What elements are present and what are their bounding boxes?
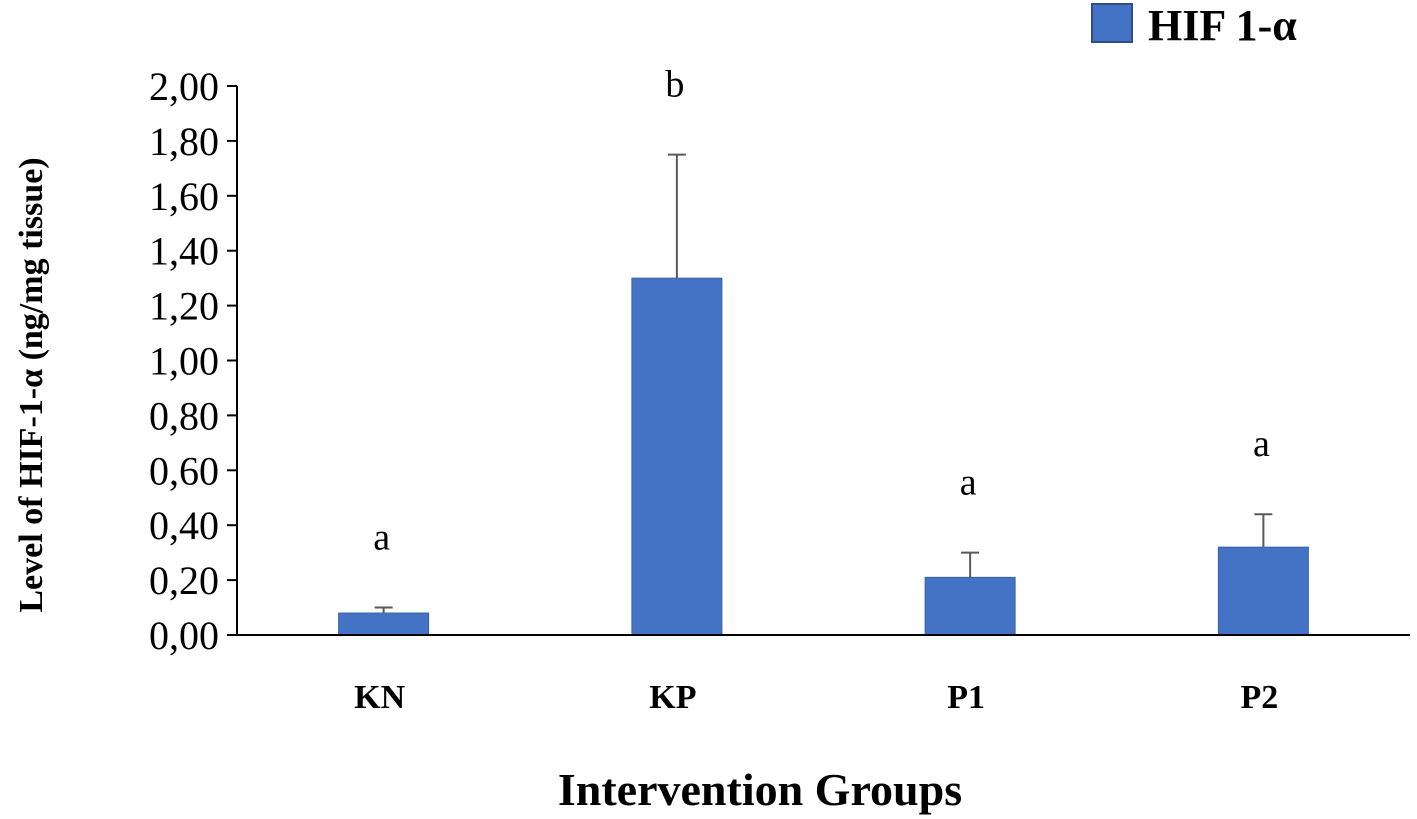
- significance-label-kp: b: [665, 64, 684, 106]
- significance-label-p1: a: [960, 462, 977, 504]
- bar-kn: [338, 612, 430, 636]
- significance-label-kn: a: [373, 517, 390, 559]
- legend: HIF 1-α: [1091, 1, 1297, 50]
- bar-p1: [924, 576, 1016, 636]
- x-tick-label-p1: P1: [947, 679, 985, 716]
- y-tick-label: 1,00: [149, 339, 219, 384]
- y-axis-title: Level of HIF-1-α (ng/mg tissue): [13, 157, 50, 612]
- y-tick-label: 1,40: [149, 229, 219, 274]
- significance-label-p2: a: [1253, 423, 1270, 465]
- y-tick-label: 0,00: [149, 613, 219, 658]
- y-axis-ticks: 0,00 0,20 0,40 0,60 0,80 1,00 1,20 1,40 1,60 1,80…: [149, 64, 237, 658]
- y-tick-label: 1,60: [149, 174, 219, 219]
- legend-swatch: [1091, 3, 1133, 43]
- y-tick-label: 1,20: [149, 284, 219, 329]
- bars: [338, 277, 1309, 636]
- x-axis-title: Intervention Groups: [558, 764, 962, 815]
- significance-labels: a b a a: [373, 64, 1270, 559]
- y-tick-label: 0,80: [149, 393, 219, 438]
- y-tick-label: 0,20: [149, 558, 219, 603]
- y-tick-label: 0,60: [149, 448, 219, 493]
- bar-p2: [1217, 546, 1309, 636]
- x-tick-label-p2: P2: [1240, 679, 1278, 716]
- category-labels: KN KP P1 P2: [354, 679, 1278, 716]
- x-tick-label-kn: KN: [354, 679, 405, 716]
- y-tick-label: 2,00: [149, 64, 219, 109]
- y-tick-label: 1,80: [149, 119, 219, 164]
- bar-kp: [631, 277, 723, 636]
- x-tick-label-kp: KP: [649, 679, 696, 716]
- y-tick-label: 0,40: [149, 503, 219, 548]
- error-bars: [374, 153, 1273, 614]
- legend-label: HIF 1-α: [1148, 1, 1297, 50]
